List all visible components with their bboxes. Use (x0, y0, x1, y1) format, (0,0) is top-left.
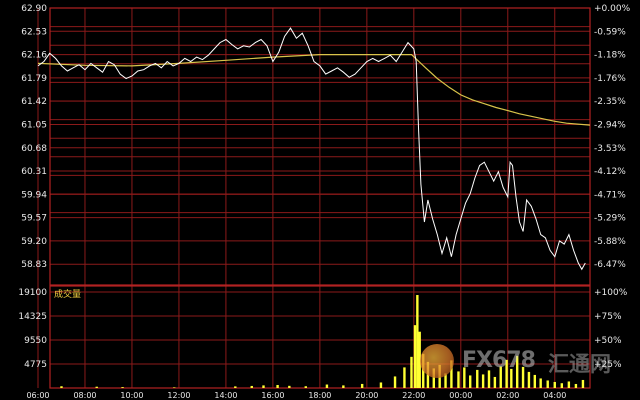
time-tick-label: 14:00 (214, 391, 237, 400)
volume-bar (288, 385, 291, 388)
volume-bar (553, 381, 556, 388)
volume-bar (521, 366, 525, 388)
volume-bar (418, 331, 421, 388)
price-tick-label: 58.83 (21, 260, 47, 270)
price-tick-label: 61.42 (21, 97, 47, 107)
volume-bar (60, 386, 63, 388)
volume-panel-title: 成交量 (54, 288, 81, 300)
volume-bar (450, 360, 453, 388)
volume-percent-tick-label: +100% (594, 288, 628, 298)
percent-tick-label: -0.59% (594, 27, 626, 37)
volume-bar (444, 373, 447, 388)
volume-bar (457, 371, 460, 388)
volume-bar (360, 383, 364, 388)
time-tick-label: 16:00 (261, 391, 284, 400)
volume-tick-label: 4775 (24, 360, 47, 370)
volume-bar (510, 368, 513, 388)
volume-bar (493, 376, 497, 388)
percent-tick-label: -1.18% (594, 51, 626, 61)
volume-bar (342, 385, 345, 388)
watermark-brand: FX678 (462, 348, 536, 373)
percent-tick-label: -5.29% (594, 214, 626, 224)
volume-panel-frame (49, 285, 591, 389)
volume-bar (403, 367, 406, 388)
volume-bar (393, 376, 397, 388)
price-tick-label: 60.68 (21, 144, 47, 154)
volume-percent-tick-label: +75% (594, 312, 622, 322)
average-price-line (37, 53, 591, 126)
percent-tick-label: -5.88% (594, 237, 626, 247)
volume-bar (410, 356, 413, 388)
volume-bar (515, 355, 519, 388)
time-tick-label: 22:00 (402, 391, 425, 400)
volume-tick-label: 14325 (18, 312, 47, 322)
volume-bar (95, 386, 98, 388)
volume-bar (527, 371, 531, 388)
volume-bar (121, 387, 124, 388)
price-tick-label: 59.20 (21, 237, 47, 247)
volume-bar (481, 374, 485, 388)
volume-bar (499, 366, 502, 388)
price-panel-frame (49, 7, 591, 286)
percent-tick-label: -2.94% (594, 120, 626, 130)
volume-bar (432, 368, 435, 388)
volume-bar (487, 370, 491, 388)
volume-tick-label: 19100 (18, 288, 47, 298)
time-tick-label: 00:00 (449, 391, 472, 400)
volume-bar (533, 374, 536, 388)
volume-bar (469, 375, 472, 388)
time-tick-label: 12:00 (167, 391, 190, 400)
volume-bar (173, 387, 176, 388)
time-tick-label: 06:00 (26, 391, 49, 400)
volume-bar (276, 384, 279, 388)
volume-bar (574, 383, 578, 388)
price-tick-label: 62.90 (21, 4, 47, 14)
volume-percent-tick-label: +50% (594, 336, 622, 346)
volume-percent-tick-label: +25% (594, 360, 622, 370)
percent-tick-label: -2.35% (594, 97, 626, 107)
volume-bar (325, 384, 329, 388)
volume-bar (546, 380, 549, 388)
volume-bar (505, 359, 508, 388)
volume-bar (416, 295, 419, 388)
price-line (37, 27, 586, 271)
time-tick-label: 08:00 (73, 391, 96, 400)
price-tick-label: 61.79 (21, 74, 47, 84)
time-tick-label: 02:00 (496, 391, 519, 400)
price-tick-label: 59.57 (21, 214, 47, 224)
time-tick-label: 04:00 (543, 391, 566, 400)
volume-bar (560, 383, 564, 388)
percent-tick-label: -6.47% (594, 260, 626, 270)
volume-bar (250, 385, 253, 388)
fx678-logo-icon (420, 344, 454, 378)
volume-bar (234, 386, 237, 388)
price-tick-label: 59.94 (21, 190, 47, 200)
volume-bar (379, 382, 383, 388)
volume-tick-label: 9550 (24, 336, 47, 346)
volume-bar (567, 381, 571, 388)
time-tick-label: 20:00 (355, 391, 378, 400)
percent-tick-label: -1.76% (594, 74, 626, 84)
watermark-cn: 汇通网 (548, 352, 611, 376)
price-tick-label: 61.05 (21, 120, 47, 130)
price-tick-label: 60.31 (21, 167, 47, 177)
time-tick-label: 18:00 (308, 391, 331, 400)
volume-bar (539, 378, 542, 388)
volume-bar (413, 325, 417, 388)
volume-bar (581, 379, 585, 388)
percent-tick-label: -3.53% (594, 144, 626, 154)
price-tick-label: 62.16 (21, 51, 47, 61)
price-tick-label: 62.53 (21, 27, 47, 37)
volume-bar (463, 367, 466, 388)
volume-bar (262, 385, 265, 388)
time-tick-label: 10:00 (120, 391, 143, 400)
percent-tick-label: +0.00% (594, 4, 631, 14)
percent-tick-label: -4.71% (594, 190, 626, 200)
percent-tick-label: -4.12% (594, 167, 626, 177)
volume-bar (476, 369, 479, 388)
volume-bar (304, 386, 307, 388)
